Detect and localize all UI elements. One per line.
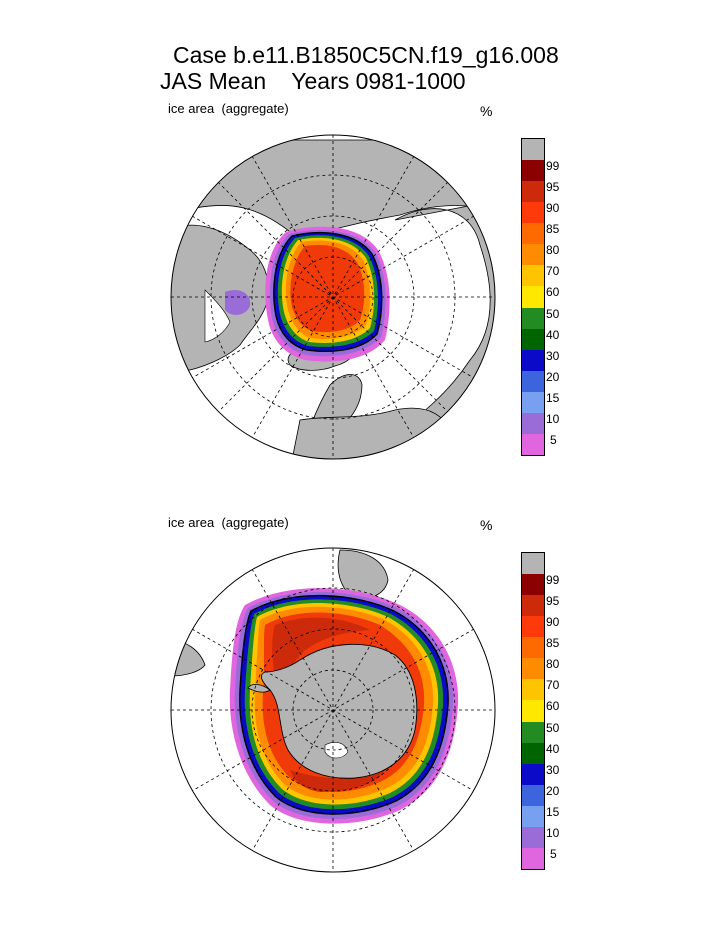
colorbar-tick-label-antarctic: 70: [546, 678, 560, 693]
colorbar-tick-label-antarctic: 5: [550, 846, 557, 861]
figure-title-line1: Case b.e11.B1850C5CN.f19_g16.008: [173, 42, 559, 68]
colorbar-swatch-antarctic: [522, 784, 544, 806]
panel-label-arctic: ice area (aggregate): [168, 101, 289, 116]
colorbar-swatch-antarctic: [522, 679, 544, 701]
colorbar-swatch-antarctic: [522, 763, 544, 785]
colorbar-swatch-arctic: [522, 328, 544, 350]
colorbar-swatch-arctic: [522, 286, 544, 308]
figure-title-line2: JAS Mean Years 0981-1000: [160, 68, 466, 94]
colorbar-swatch-arctic: [522, 265, 544, 287]
colorbar-swatch-antarctic: [522, 826, 544, 848]
colorbar-swatch-antarctic: [522, 805, 544, 827]
colorbar-swatch-antarctic: [522, 847, 544, 869]
colorbar-swatch-arctic: [522, 139, 544, 161]
colorbar-swatch-antarctic: [522, 616, 544, 638]
antarctic-land-africa: [337, 549, 389, 599]
colorbar-tick-label-antarctic: 80: [546, 657, 560, 672]
colorbar-swatch-arctic: [522, 160, 544, 182]
colorbar-swatch-antarctic: [522, 595, 544, 617]
colorbar-antarctic: [521, 552, 545, 870]
colorbar-tick-label-antarctic: 30: [546, 762, 560, 777]
arctic-globe: [171, 135, 495, 459]
colorbar-tick-label-arctic: 10: [546, 411, 560, 426]
colorbar-tick-label-antarctic: 50: [546, 720, 560, 735]
colorbar-swatch-arctic: [522, 412, 544, 434]
colorbar-tick-label-arctic: 70: [546, 264, 560, 279]
antarctic-land-australia: [419, 854, 471, 872]
colorbar-swatch-antarctic: [522, 637, 544, 659]
colorbar-tick-label-arctic: 20: [546, 369, 560, 384]
colorbar-swatch-arctic: [522, 223, 544, 245]
colorbar-swatch-antarctic: [522, 721, 544, 743]
antarctic-globe: [171, 548, 495, 872]
colorbar-swatch-antarctic: [522, 574, 544, 596]
panel-label-antarctic: ice area (aggregate): [168, 515, 289, 530]
unit-label-arctic: %: [480, 103, 493, 119]
colorbar-tick-label-arctic: 5: [550, 432, 557, 447]
colorbar-swatch-antarctic: [522, 553, 544, 575]
colorbar-tick-label-arctic: 15: [546, 390, 560, 405]
colorbar-tick-label-arctic: 30: [546, 348, 560, 363]
colorbar-tick-label-arctic: 50: [546, 306, 560, 321]
colorbar-swatch-arctic: [522, 181, 544, 203]
colorbar-tick-label-antarctic: 95: [546, 594, 560, 609]
arctic-ice-patch-west: [225, 289, 251, 315]
colorbar-swatch-antarctic: [522, 700, 544, 722]
colorbar-tick-label-arctic: 90: [546, 201, 560, 216]
colorbar-swatch-antarctic: [522, 658, 544, 680]
colorbar-tick-label-antarctic: 40: [546, 741, 560, 756]
antarctic-land-ross-shelf: [324, 742, 349, 759]
colorbar-swatch-arctic: [522, 391, 544, 413]
antarctic-ice-dark-red-east: [290, 770, 385, 792]
colorbar-tick-label-arctic: 40: [546, 327, 560, 342]
colorbar-tick-label-antarctic: 85: [546, 636, 560, 651]
colorbar-swatch-antarctic: [522, 742, 544, 764]
colorbar-swatch-arctic: [522, 370, 544, 392]
unit-label-antarctic: %: [480, 517, 493, 533]
antarctic-ice-edge-line: [239, 594, 449, 815]
colorbar-tick-label-antarctic: 15: [546, 804, 560, 819]
colorbar-tick-label-antarctic: 90: [546, 615, 560, 630]
colorbar-swatch-arctic: [522, 307, 544, 329]
colorbar-tick-label-arctic: 85: [546, 222, 560, 237]
arctic-ice-core: [290, 244, 365, 333]
colorbar-tick-label-antarctic: 60: [546, 699, 560, 714]
colorbar-swatch-arctic: [522, 202, 544, 224]
colorbar-swatch-arctic: [522, 349, 544, 371]
colorbar-arctic: [521, 138, 545, 456]
colorbar-tick-label-antarctic: 10: [546, 825, 560, 840]
antarctic-land-peninsula: [247, 684, 271, 693]
colorbar-tick-label-arctic: 99: [546, 159, 560, 174]
arctic-ice-edge-line: [273, 231, 383, 353]
antarctic-ice-dark-red: [272, 617, 370, 688]
colorbar-swatch-arctic: [522, 244, 544, 266]
colorbar-swatch-arctic: [522, 433, 544, 455]
colorbar-tick-label-arctic: 60: [546, 285, 560, 300]
antarctic-land-antarctica: [260, 643, 418, 779]
colorbar-tick-label-arctic: 80: [546, 243, 560, 258]
colorbar-tick-label-antarctic: 20: [546, 783, 560, 798]
colorbar-tick-label-arctic: 95: [546, 180, 560, 195]
colorbar-tick-label-antarctic: 99: [546, 573, 560, 588]
arctic-land-hudson: [204, 289, 231, 343]
